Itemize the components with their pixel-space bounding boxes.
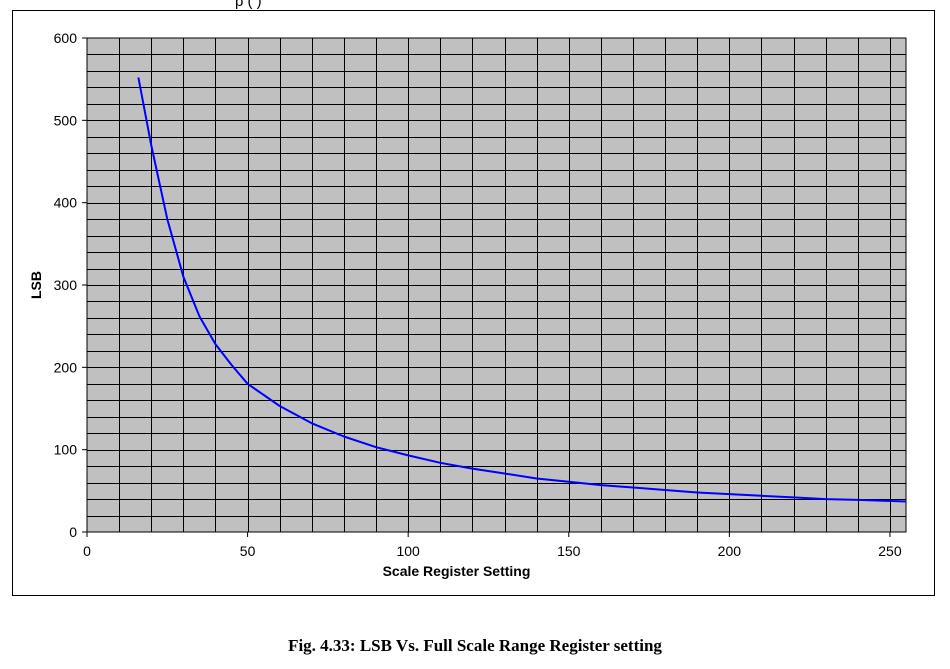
x-tick-label: 100 bbox=[396, 543, 420, 559]
x-tick-label: 150 bbox=[557, 543, 581, 559]
figure-caption: Fig. 4.33: LSB Vs. Full Scale Range Regi… bbox=[288, 636, 662, 655]
y-tick-label: 100 bbox=[54, 442, 78, 458]
partial-title: p ( ) bbox=[235, 0, 262, 10]
y-tick-label: 400 bbox=[54, 195, 78, 211]
y-tick-label: 200 bbox=[54, 359, 78, 375]
series-group bbox=[137, 77, 907, 503]
x-axis-title: Scale Register Setting bbox=[383, 563, 531, 579]
x-tick-label: 250 bbox=[878, 543, 902, 559]
y-tick-label: 300 bbox=[54, 277, 78, 293]
chart-frame: 0 50 100 150 200 250 0 100 200 300 400 500 600 Scale… bbox=[12, 10, 935, 596]
y-tick-label: 0 bbox=[69, 524, 77, 540]
y-tick-label: 500 bbox=[54, 112, 78, 128]
series-line bbox=[137, 77, 907, 503]
x-tick-label: 200 bbox=[718, 543, 742, 559]
x-tick-label: 0 bbox=[83, 543, 91, 559]
axis-ticks: 0 50 100 150 200 250 0 100 200 300 400 500 600 bbox=[54, 30, 902, 559]
y-tick-label: 600 bbox=[54, 30, 78, 46]
y-axis-title: LSB bbox=[28, 271, 44, 299]
x-tick-label: 50 bbox=[240, 543, 256, 559]
plot-area bbox=[86, 37, 907, 533]
line-chart: 0 50 100 150 200 250 0 100 200 300 400 500 600 Scale… bbox=[28, 30, 907, 579]
